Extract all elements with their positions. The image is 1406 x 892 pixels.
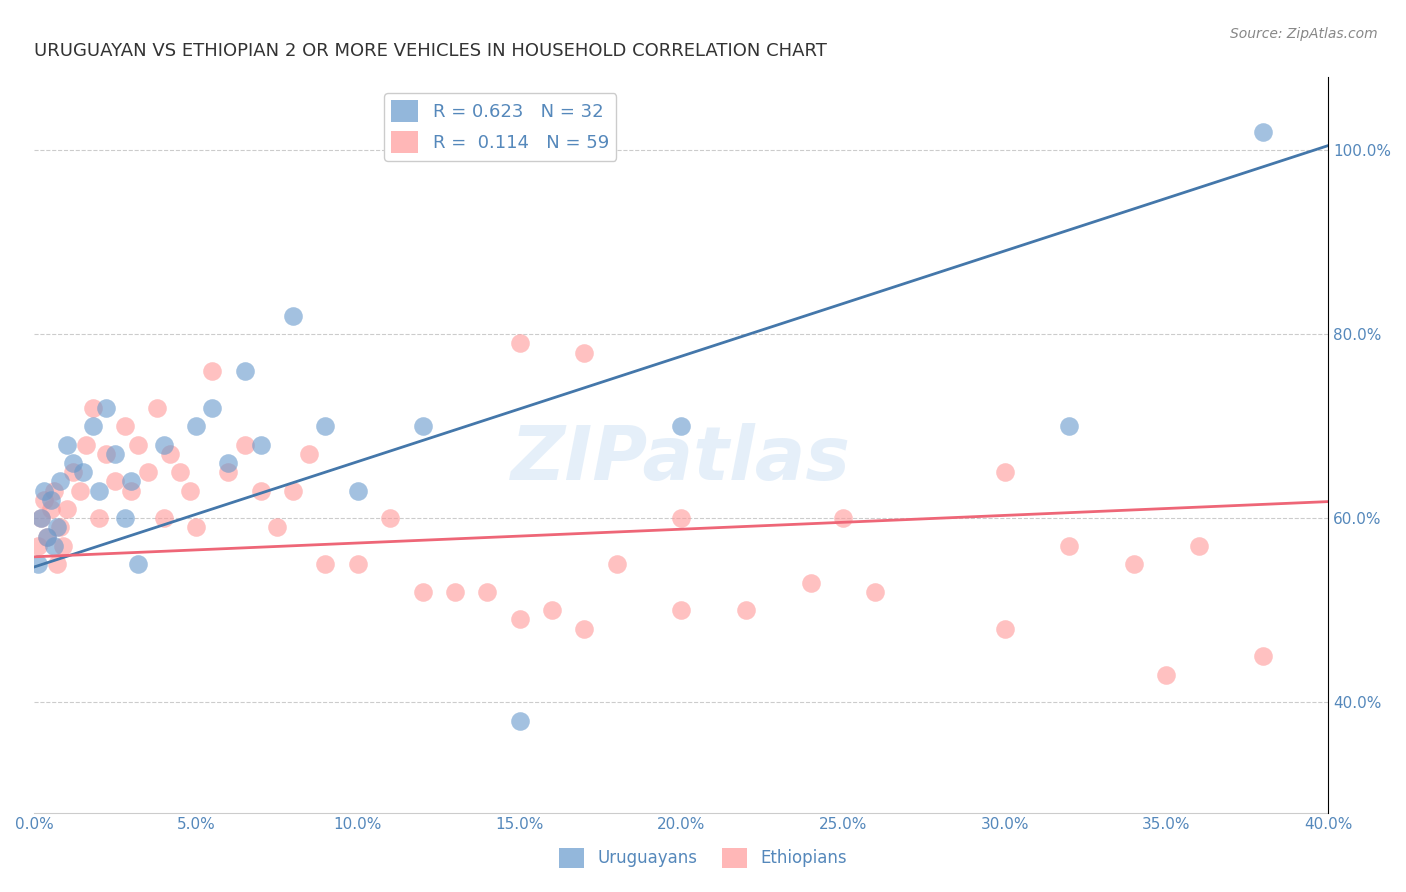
- Point: [120, 475, 142, 489]
- Point: [671, 603, 693, 617]
- Point: [314, 419, 336, 434]
- Point: [114, 511, 136, 525]
- Point: [152, 511, 174, 525]
- Point: [127, 437, 149, 451]
- Point: [281, 483, 304, 498]
- Point: [1253, 125, 1275, 139]
- Point: [52, 539, 75, 553]
- Point: [37, 530, 59, 544]
- Text: ZIPatlas: ZIPatlas: [512, 423, 851, 496]
- Point: [55, 502, 77, 516]
- Point: [444, 584, 467, 599]
- Point: [27, 557, 49, 571]
- Point: [184, 520, 207, 534]
- Point: [233, 364, 256, 378]
- Point: [82, 401, 104, 415]
- Point: [378, 511, 401, 525]
- Point: [46, 520, 69, 534]
- Point: [201, 364, 224, 378]
- Point: [314, 557, 336, 571]
- Point: [298, 447, 321, 461]
- Point: [49, 520, 72, 534]
- Point: [217, 465, 239, 479]
- Point: [75, 437, 97, 451]
- Point: [82, 419, 104, 434]
- Point: [169, 465, 191, 479]
- Point: [249, 437, 271, 451]
- Point: [574, 622, 596, 636]
- Point: [412, 419, 434, 434]
- Point: [233, 437, 256, 451]
- Point: [1188, 539, 1211, 553]
- Point: [184, 419, 207, 434]
- Point: [30, 511, 52, 525]
- Point: [159, 447, 181, 461]
- Point: [346, 483, 368, 498]
- Legend: R = 0.623   N = 32, R =  0.114   N = 59: R = 0.623 N = 32, R = 0.114 N = 59: [384, 93, 616, 161]
- Point: [281, 309, 304, 323]
- Point: [94, 447, 117, 461]
- Point: [671, 419, 693, 434]
- Point: [994, 622, 1017, 636]
- Point: [994, 465, 1017, 479]
- Point: [32, 492, 55, 507]
- Point: [39, 492, 62, 507]
- Point: [509, 612, 531, 626]
- Point: [46, 557, 69, 571]
- Text: Source: ZipAtlas.com: Source: ZipAtlas.com: [1230, 27, 1378, 41]
- Point: [104, 447, 127, 461]
- Point: [249, 483, 271, 498]
- Point: [136, 465, 159, 479]
- Point: [62, 465, 84, 479]
- Point: [201, 401, 224, 415]
- Point: [49, 475, 72, 489]
- Point: [412, 584, 434, 599]
- Point: [62, 456, 84, 470]
- Point: [104, 475, 127, 489]
- Point: [152, 437, 174, 451]
- Point: [574, 345, 596, 359]
- Point: [266, 520, 288, 534]
- Point: [346, 557, 368, 571]
- Legend: Uruguayans, Ethiopians: Uruguayans, Ethiopians: [553, 841, 853, 875]
- Point: [1123, 557, 1146, 571]
- Point: [865, 584, 887, 599]
- Text: URUGUAYAN VS ETHIOPIAN 2 OR MORE VEHICLES IN HOUSEHOLD CORRELATION CHART: URUGUAYAN VS ETHIOPIAN 2 OR MORE VEHICLE…: [34, 42, 827, 60]
- Point: [509, 336, 531, 351]
- Point: [800, 575, 823, 590]
- Point: [541, 603, 564, 617]
- Point: [1059, 419, 1081, 434]
- Point: [1253, 649, 1275, 664]
- Point: [509, 714, 531, 728]
- Point: [94, 401, 117, 415]
- Point: [42, 483, 65, 498]
- Point: [55, 437, 77, 451]
- Point: [477, 584, 499, 599]
- Point: [37, 530, 59, 544]
- Point: [87, 511, 110, 525]
- Point: [72, 465, 94, 479]
- Point: [1059, 539, 1081, 553]
- Point: [606, 557, 628, 571]
- Point: [735, 603, 758, 617]
- Point: [27, 539, 49, 553]
- Point: [127, 557, 149, 571]
- Point: [39, 502, 62, 516]
- Point: [69, 483, 91, 498]
- Point: [87, 483, 110, 498]
- Point: [32, 483, 55, 498]
- Point: [671, 511, 693, 525]
- Point: [1156, 667, 1178, 681]
- Point: [114, 419, 136, 434]
- Point: [42, 539, 65, 553]
- Point: [120, 483, 142, 498]
- Point: [217, 456, 239, 470]
- Point: [832, 511, 855, 525]
- Point: [30, 511, 52, 525]
- Point: [146, 401, 169, 415]
- Point: [179, 483, 201, 498]
